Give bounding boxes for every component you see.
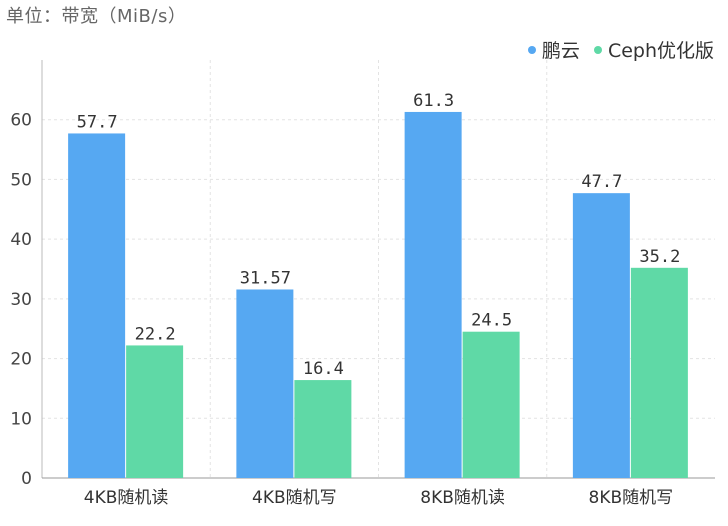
y-tick-label-10: 10 — [10, 409, 32, 429]
bar-series-1-2 — [404, 111, 462, 479]
legend-marker-series-2 — [593, 45, 602, 54]
data-label-series-1-1: 31.57 — [240, 268, 291, 288]
data-label-series-1-0: 57.7 — [77, 112, 118, 132]
y-tick-label-60: 60 — [10, 111, 32, 131]
y-tick-label-40: 40 — [10, 230, 32, 250]
data-label-series-2-2: 24.5 — [471, 311, 512, 331]
y-tick-label-20: 20 — [10, 350, 32, 370]
y-tick-label-50: 50 — [10, 170, 32, 190]
legend-item-series-2: Ceph优化版 — [593, 36, 714, 63]
bar-series-1-1 — [236, 289, 294, 478]
legend: 鹏云 Ceph优化版 — [514, 36, 714, 63]
bar-series-1-3 — [572, 193, 630, 479]
bar-series-2-0 — [126, 345, 184, 478]
bar-series-2-3 — [630, 267, 688, 478]
y-tick-label-0: 0 — [21, 469, 32, 489]
data-label-series-2-1: 16.4 — [303, 359, 344, 379]
x-tick-label-2: 8KB随机读 — [420, 488, 505, 508]
unit-label: 单位：带宽（MiB/s） — [6, 6, 187, 27]
x-tick-label-1: 4KB随机写 — [252, 488, 337, 508]
data-label-series-2-0: 22.2 — [135, 324, 176, 344]
x-tick-label-3: 8KB随机写 — [589, 488, 674, 508]
data-label-series-1-3: 47.7 — [581, 172, 622, 192]
bar-series-1-0 — [68, 133, 126, 478]
y-tick-label-30: 30 — [10, 290, 32, 310]
legend-marker-series-1 — [527, 45, 536, 54]
legend-item-series-1: 鹏云 — [527, 36, 580, 63]
legend-label-series-1: 鹏云 — [541, 40, 580, 62]
bar-series-2-2 — [462, 331, 520, 478]
data-label-series-1-2: 61.3 — [413, 91, 454, 111]
data-label-series-2-3: 35.2 — [639, 247, 680, 267]
bar-series-2-1 — [294, 380, 352, 478]
legend-label-series-2: Ceph优化版 — [607, 40, 714, 62]
x-tick-label-0: 4KB随机读 — [84, 488, 169, 508]
